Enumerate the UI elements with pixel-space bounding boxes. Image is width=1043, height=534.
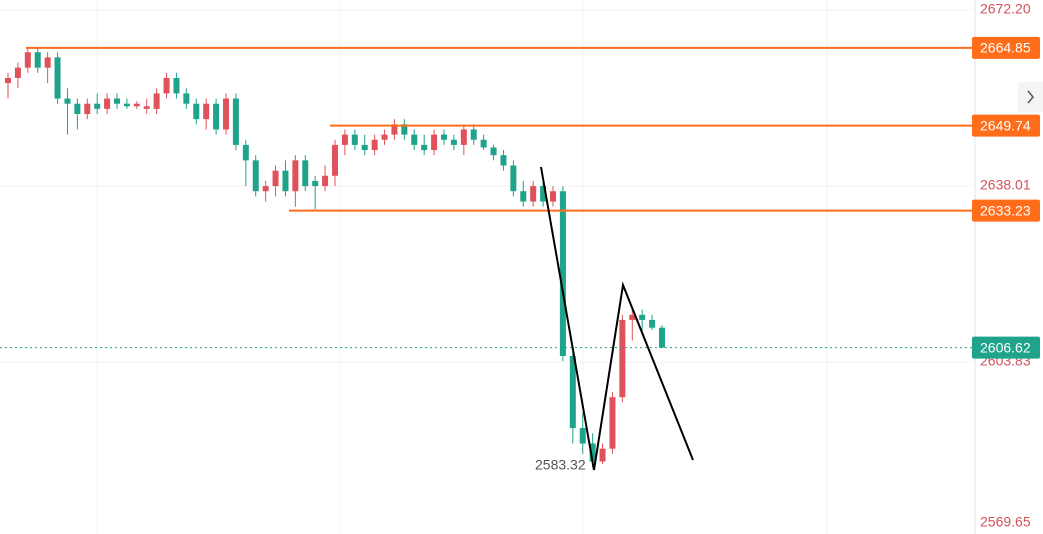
- candle-body: [470, 129, 477, 140]
- candle-body: [262, 186, 269, 192]
- candle-body: [94, 103, 101, 109]
- drawn-trend-line: [540, 166, 694, 471]
- candle-body: [441, 134, 447, 140]
- candle-body: [163, 77, 170, 94]
- candle-body: [421, 144, 428, 151]
- level-label-bg: [972, 114, 1040, 137]
- candle-body: [312, 180, 319, 187]
- vertical-grid: [96, 0, 828, 534]
- chevron-icon: [1027, 90, 1034, 104]
- candle-body: [223, 98, 229, 130]
- candle-body: [203, 103, 210, 120]
- candle-body: [629, 314, 636, 320]
- candle-body: [114, 98, 120, 104]
- user-drawing: [540, 166, 694, 471]
- candle-body: [74, 103, 81, 115]
- candle-body: [133, 103, 140, 107]
- candle-body: [609, 397, 616, 449]
- candle-body: [569, 355, 576, 429]
- candle-body: [411, 134, 418, 145]
- scroll-button[interactable]: [1018, 82, 1043, 112]
- candle-body: [14, 67, 21, 78]
- y-tick-label: 2638.01: [980, 177, 1031, 193]
- level-label-bg: [972, 36, 1040, 59]
- level-label-bg: [972, 199, 1040, 222]
- candle-body: [341, 134, 348, 145]
- candle-body: [371, 139, 378, 151]
- candle-body: [460, 129, 467, 145]
- scroll-button-bg[interactable]: [1018, 82, 1043, 112]
- level-label: 2649.74: [980, 117, 1031, 133]
- candle-body: [659, 327, 665, 348]
- candle-body: [104, 98, 111, 109]
- candle-body: [302, 160, 309, 187]
- candle-body: [183, 93, 190, 104]
- candle-body: [282, 170, 289, 192]
- candle-body: [381, 134, 388, 140]
- candle-body: [24, 52, 31, 68]
- series-layer: [0, 9, 975, 468]
- candle-body: [64, 98, 71, 104]
- candle-body: [431, 134, 438, 151]
- candle-body: [322, 175, 329, 187]
- candle-body: [351, 134, 358, 145]
- candle-body: [272, 170, 279, 187]
- last-price-label: 2606.62: [980, 339, 1031, 355]
- candle-body: [579, 428, 586, 444]
- candle-body: [520, 191, 527, 202]
- level-label: 2633.23: [980, 202, 1031, 218]
- candle-body: [252, 160, 259, 192]
- candle-body: [530, 186, 537, 202]
- y-tick-label: 2569.65: [980, 514, 1031, 530]
- candle-body: [500, 155, 507, 166]
- candle-body: [242, 144, 249, 161]
- candle-body: [44, 57, 51, 68]
- candle-body: [510, 165, 517, 192]
- candle-body: [54, 57, 61, 99]
- candle-body: [232, 98, 239, 145]
- candle-body: [153, 93, 160, 109]
- level-label: 2664.85: [980, 40, 1031, 56]
- candle-body: [391, 124, 398, 135]
- candle-body: [401, 124, 408, 135]
- candle-body: [639, 314, 646, 320]
- candle-body: [213, 103, 220, 130]
- y-tick-label: 2672.20: [980, 1, 1031, 17]
- candle-body: [123, 103, 130, 107]
- candle-body: [450, 139, 457, 145]
- candle-body: [193, 103, 200, 120]
- candle-body: [5, 77, 11, 84]
- candle-body: [480, 139, 487, 148]
- low-annotation: 2583.32: [535, 456, 586, 472]
- candle-body: [84, 103, 91, 115]
- candle-body: [599, 448, 606, 462]
- candle-body: [490, 147, 497, 156]
- candle-body: [332, 144, 338, 176]
- candle-body: [34, 52, 41, 68]
- last-price-bg: [972, 336, 1040, 359]
- candle-body: [540, 186, 547, 202]
- candle-body: [649, 319, 656, 328]
- candle-body: [292, 160, 299, 192]
- candle-body: [550, 191, 556, 202]
- candle-body: [559, 191, 566, 356]
- candle-body: [173, 77, 180, 94]
- candle-body: [589, 443, 596, 462]
- candle-body: [619, 319, 626, 398]
- candle-body: [143, 106, 150, 109]
- candle-body: [361, 144, 368, 151]
